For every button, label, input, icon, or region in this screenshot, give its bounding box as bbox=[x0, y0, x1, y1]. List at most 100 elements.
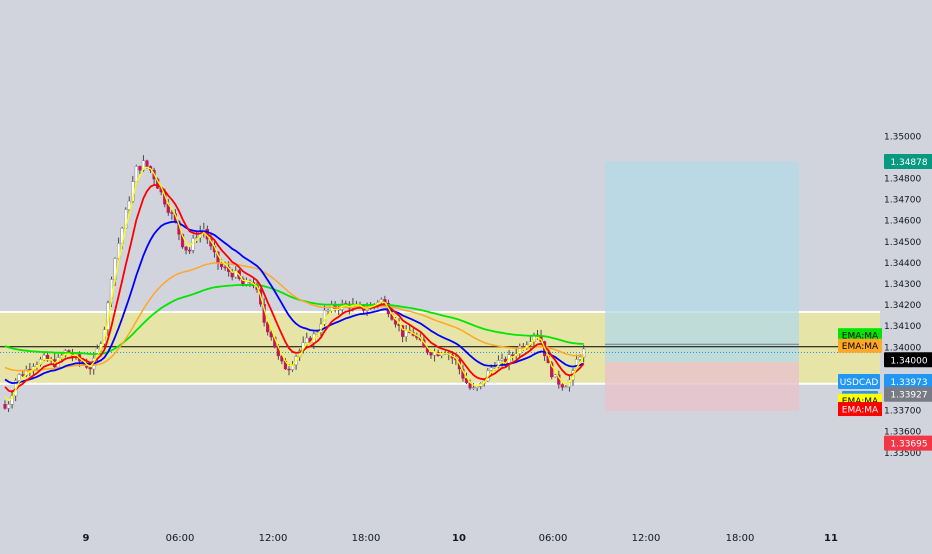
candle bbox=[464, 372, 469, 385]
candle-body-down bbox=[145, 160, 149, 167]
ema-blue-line bbox=[4, 221, 585, 384]
candle-body-down bbox=[223, 266, 227, 269]
candle bbox=[326, 308, 330, 316]
ema-label-bg bbox=[838, 402, 882, 417]
ema-label-text: EMA:MA bbox=[842, 342, 879, 352]
y-tick-label: 1.33700 bbox=[884, 407, 921, 417]
candle bbox=[184, 246, 188, 255]
y-tick-label: 1.34700 bbox=[884, 196, 921, 206]
candle bbox=[10, 390, 14, 409]
candle-body-down bbox=[269, 331, 273, 338]
y-tick-label: 1.34600 bbox=[884, 217, 921, 227]
candle-body-down bbox=[170, 212, 174, 214]
candle-body-down bbox=[560, 384, 564, 388]
candle-body-down bbox=[88, 367, 92, 370]
candle-body-down bbox=[266, 322, 270, 333]
price-label-bg bbox=[884, 352, 932, 368]
candle-body-up bbox=[17, 374, 21, 381]
candle-body-up bbox=[404, 330, 408, 337]
price-label-text: 1.33695 bbox=[890, 440, 927, 450]
price-label-text: USDCAD bbox=[840, 378, 879, 388]
price-label-bg bbox=[884, 386, 932, 402]
candle-body-up bbox=[326, 309, 330, 312]
x-tick-label: 10 bbox=[452, 533, 466, 544]
candle bbox=[269, 328, 273, 341]
ema-label-bg bbox=[838, 328, 882, 343]
candle-body-up bbox=[553, 374, 557, 378]
candle-body-up bbox=[305, 337, 309, 343]
candle-body-up bbox=[24, 368, 28, 376]
candle-body-down bbox=[138, 166, 142, 171]
candle bbox=[6, 401, 11, 413]
candle bbox=[560, 382, 564, 391]
y-tick-label: 1.35000 bbox=[884, 132, 921, 142]
x-tick-label: 12:00 bbox=[632, 533, 661, 544]
candle-body-up bbox=[475, 386, 479, 388]
ema-label-bg bbox=[838, 338, 882, 353]
x-tick-label: 18:00 bbox=[726, 533, 755, 544]
y-tick-label: 1.34100 bbox=[884, 322, 921, 332]
candle-body-down bbox=[464, 378, 469, 383]
candle-body-up bbox=[10, 395, 14, 405]
candle-body-up bbox=[500, 358, 504, 361]
price-axis-background bbox=[880, 0, 932, 550]
ema-yellow-line bbox=[4, 166, 585, 402]
time-axis-background bbox=[0, 522, 932, 550]
price-label-bg bbox=[884, 373, 932, 389]
candle-body-down bbox=[287, 368, 291, 371]
price-label-text: 1.33927 bbox=[890, 391, 927, 401]
candle-body-up bbox=[141, 160, 146, 171]
x-tick-label: 06:00 bbox=[539, 533, 568, 544]
candle bbox=[472, 383, 476, 390]
candle bbox=[187, 247, 192, 254]
candle-body-up bbox=[6, 404, 11, 409]
candle-body-up bbox=[472, 387, 476, 389]
position-stop-zone bbox=[605, 362, 799, 412]
x-tick-label: 06:00 bbox=[166, 533, 195, 544]
y-tick-label: 1.34200 bbox=[884, 301, 921, 311]
x-tick-label: 12:00 bbox=[259, 533, 288, 544]
y-tick-label: 1.34400 bbox=[884, 259, 921, 269]
candle bbox=[511, 351, 515, 361]
y-tick-label: 1.34000 bbox=[884, 343, 921, 353]
price-label-text: 1.34878 bbox=[890, 158, 927, 168]
y-tick-label: 1.33600 bbox=[884, 428, 921, 438]
price-label-bg bbox=[838, 373, 880, 389]
x-tick-labels: 9 06:00 12:00 18:00 10 06:00 12:00 18:00 11 bbox=[83, 533, 838, 544]
price-labels: 1.348781.34000USDCAD1.3397305:491.339271… bbox=[838, 154, 932, 451]
candle-body-down bbox=[280, 355, 284, 362]
x-tick-label: 18:00 bbox=[352, 533, 381, 544]
candle-body-down bbox=[401, 325, 405, 337]
candle-body-down bbox=[550, 362, 554, 378]
ema-orange-line bbox=[4, 262, 584, 372]
y-tick-label: 1.34800 bbox=[884, 175, 921, 185]
candle bbox=[401, 324, 405, 343]
y-tick-label: 1.34500 bbox=[884, 238, 921, 248]
candle-body-down bbox=[3, 404, 7, 409]
ema-label-text: EMA:MA bbox=[842, 332, 879, 342]
candle bbox=[553, 374, 557, 378]
price-label-bg bbox=[884, 154, 932, 170]
candle bbox=[3, 400, 7, 410]
candle-body-up bbox=[564, 386, 568, 389]
candle bbox=[170, 209, 174, 220]
position-target-zone bbox=[605, 161, 799, 363]
x-tick-label: 9 bbox=[83, 533, 90, 544]
x-tick-label: 11 bbox=[824, 533, 838, 544]
price-label-bg bbox=[884, 435, 932, 451]
price-label-text: 1.34000 bbox=[890, 356, 927, 366]
candle-body-down bbox=[187, 249, 192, 252]
candle-body-down bbox=[511, 354, 515, 356]
y-tick-label: 1.34300 bbox=[884, 280, 921, 290]
candle bbox=[280, 354, 284, 365]
candle bbox=[138, 165, 142, 174]
price-label-text: 1.33973 bbox=[890, 378, 927, 388]
candle-body-down bbox=[429, 352, 433, 356]
candle-body-up bbox=[578, 356, 582, 360]
candle-body-down bbox=[184, 246, 188, 251]
candle-body-down bbox=[21, 374, 25, 376]
candle bbox=[266, 320, 270, 336]
